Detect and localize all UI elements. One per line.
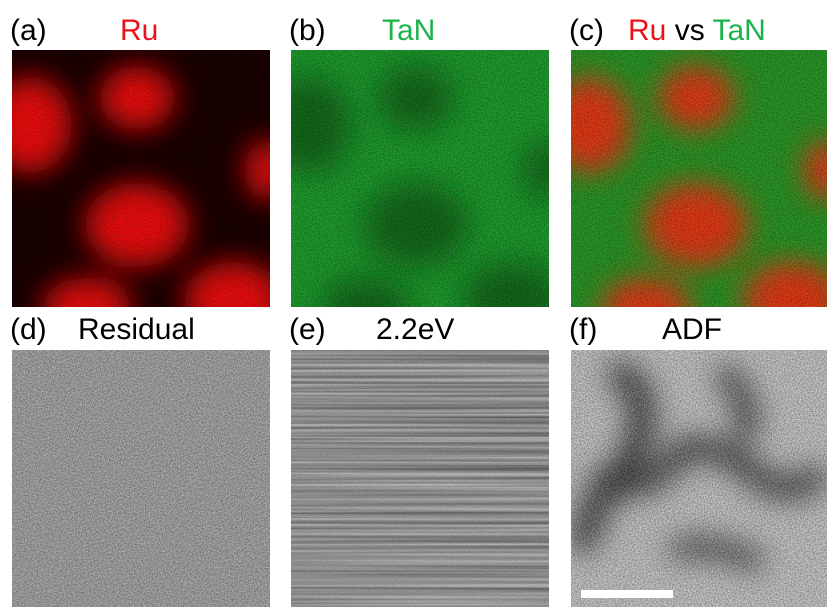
panel-title: TaN	[382, 14, 435, 47]
energy-map	[291, 350, 549, 607]
panel-label: (f)	[569, 313, 597, 346]
panel-label: (d)	[10, 313, 47, 346]
page: {"panels": [ {"label": "(a)", "title": "…	[0, 0, 827, 607]
ru-map	[0, 50, 289, 338]
tan-map	[267, 50, 568, 338]
panel-label: (a)	[10, 14, 47, 47]
title-part: TaN	[713, 14, 766, 47]
title-part: vs	[675, 14, 705, 47]
residual-map	[12, 350, 270, 607]
panel-title: Ru vs TaN	[628, 14, 766, 47]
panel-title: 2.2eV	[376, 313, 454, 346]
panel-label: (c)	[569, 14, 604, 47]
panel-label: (b)	[289, 14, 326, 47]
panel-title: ADF	[662, 313, 722, 346]
figure: (a) Ru (b) TaN (c) Ru vs TaN (d) Residua…	[0, 0, 827, 607]
panel-title: Ru	[120, 14, 158, 47]
adf-map	[571, 350, 827, 607]
panel-title: Residual	[78, 313, 195, 346]
scale-bar	[581, 590, 673, 598]
title-part: Ru	[628, 14, 666, 47]
panel-label: (e)	[289, 313, 326, 346]
overlay-map	[547, 50, 827, 338]
